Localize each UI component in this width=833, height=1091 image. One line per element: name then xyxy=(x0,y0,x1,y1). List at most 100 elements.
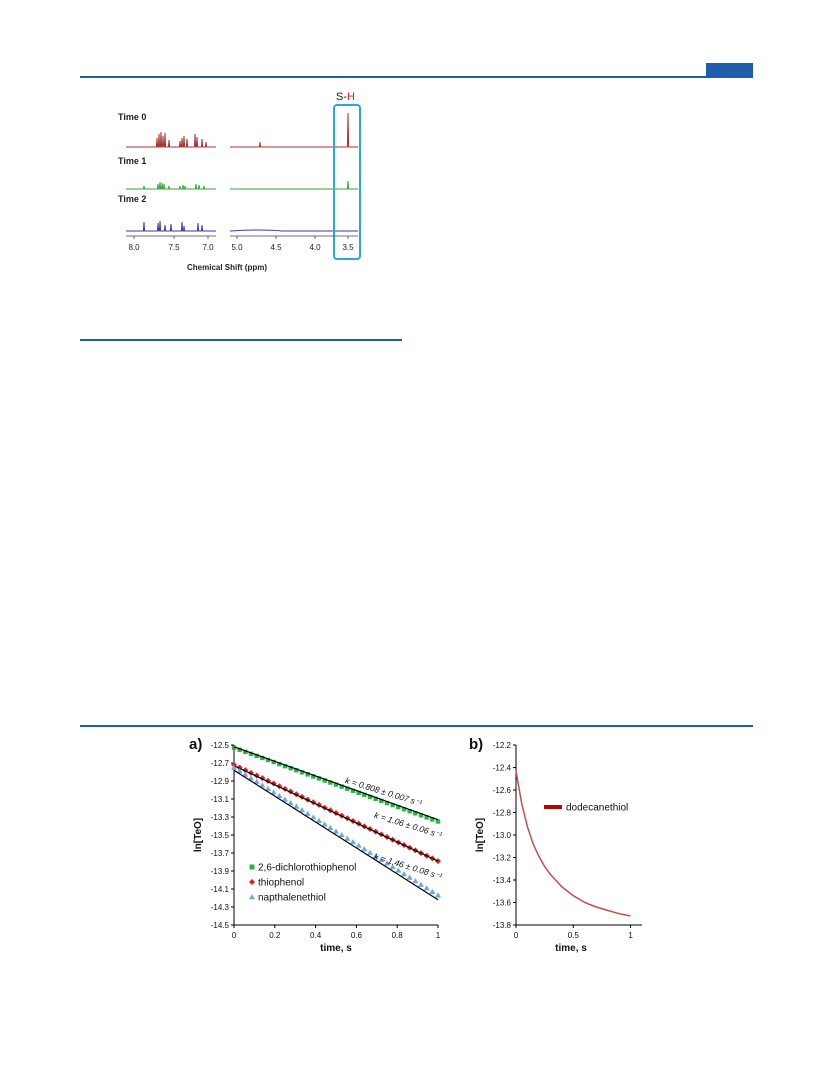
data-point xyxy=(231,745,237,750)
sh-label-h: H xyxy=(347,91,355,103)
data-point xyxy=(390,802,395,808)
nmr-tick-label: 8.0 xyxy=(128,243,140,252)
x-tick-label: 1 xyxy=(436,931,441,940)
y-axis-label: ln[TeO] xyxy=(193,818,204,852)
nmr-aromatic-trace-0 xyxy=(126,131,216,148)
nmr-aliphatic-trace-0 xyxy=(230,112,358,148)
data-point xyxy=(367,794,373,800)
rate-annotation-0: k = 0.808 ± 0.007 s⁻¹ xyxy=(344,775,423,808)
y-tick-label: -14.3 xyxy=(211,903,230,912)
y-tick-label: -12.7 xyxy=(211,759,230,768)
data-point xyxy=(350,788,356,793)
sh-highlight-box xyxy=(333,104,361,260)
data-point xyxy=(401,807,407,812)
data-point xyxy=(372,853,379,859)
nmr-tick-label: 7.5 xyxy=(168,243,180,252)
data-point xyxy=(253,778,260,784)
y-tick-label: -13.6 xyxy=(493,899,512,908)
section-underline xyxy=(80,339,402,341)
data-point xyxy=(339,784,344,789)
data-point xyxy=(299,807,305,813)
data-point xyxy=(271,759,276,765)
y-tick-label: -12.4 xyxy=(493,764,512,773)
nmr-x-axis-label: Chemical Shift (ppm) xyxy=(187,263,267,272)
y-tick-label: -12.5 xyxy=(211,741,230,750)
data-point xyxy=(293,803,300,809)
data-point xyxy=(379,798,384,804)
y-tick-label: -14.5 xyxy=(211,921,230,930)
data-point xyxy=(327,824,334,831)
data-point xyxy=(265,785,271,791)
x-tick-label: 0.6 xyxy=(351,931,363,940)
data-point xyxy=(384,860,390,866)
data-point xyxy=(373,796,378,802)
data-point xyxy=(294,768,299,773)
data-point xyxy=(418,881,424,887)
data-point xyxy=(277,761,282,767)
nmr-aromatic-trace-2 xyxy=(126,220,216,232)
data-point xyxy=(362,792,367,798)
legend-marker xyxy=(249,879,255,885)
nmr-aliphatic-trace-2 xyxy=(229,229,358,232)
legend-marker xyxy=(249,864,255,870)
data-point xyxy=(248,769,254,776)
panel-label-a: a) xyxy=(189,736,202,753)
dodecanethiol-line xyxy=(515,770,631,917)
y-tick-label: -12.2 xyxy=(493,741,512,750)
data-point xyxy=(254,753,259,759)
data-point xyxy=(396,804,401,810)
y-tick-label: -13.2 xyxy=(493,854,512,863)
data-point xyxy=(310,814,317,820)
x-tick-label: 0.8 xyxy=(392,931,404,940)
legend-marker xyxy=(249,894,255,900)
data-point xyxy=(395,867,402,873)
x-tick-label: 0.2 xyxy=(269,931,281,940)
nmr-aliphatic-trace-1 xyxy=(230,180,358,190)
header-tab xyxy=(706,63,753,77)
data-point xyxy=(389,863,396,870)
data-point xyxy=(311,774,316,779)
sh-label: S-H xyxy=(336,91,355,103)
x-tick-label: 0 xyxy=(232,931,237,940)
data-point xyxy=(237,747,242,752)
legend-label: napthalenethiol xyxy=(258,893,326,904)
data-point xyxy=(276,783,283,790)
data-point xyxy=(282,763,288,769)
data-point xyxy=(355,842,362,848)
chart-a: a) -12.5 -12.7 -12.9 -13.1 -13.3 -13.5 -13.7 -13… xyxy=(189,736,444,954)
data-point xyxy=(384,800,390,806)
y-tick-label: -13.0 xyxy=(493,831,512,840)
data-point xyxy=(231,764,237,770)
data-point xyxy=(270,789,277,795)
data-point xyxy=(406,874,413,880)
chart-b: b) -12.2 -12.4 -12.6 -12.8 -13.0 -13.2 -13.4 -13… xyxy=(469,736,642,954)
data-point xyxy=(322,778,327,783)
header-rule xyxy=(80,76,753,78)
y-tick-label: -13.9 xyxy=(211,867,230,876)
data-point xyxy=(248,751,254,757)
nmr-tick-label: 7.0 xyxy=(202,243,214,252)
data-point xyxy=(435,819,441,824)
time-label-0: Time 0 xyxy=(118,112,146,122)
fit-line-1 xyxy=(233,765,439,862)
data-point xyxy=(260,755,265,761)
series-2 xyxy=(231,764,441,898)
data-point xyxy=(424,815,429,820)
time-label-2: Time 2 xyxy=(118,194,146,204)
x-tick-label: 1 xyxy=(628,931,633,940)
data-point xyxy=(287,800,294,806)
x-tick-label: 0.5 xyxy=(568,931,580,940)
y-tick-label: -13.7 xyxy=(211,849,230,858)
data-point xyxy=(304,810,311,816)
data-point xyxy=(367,849,373,855)
data-point xyxy=(316,776,322,781)
data-point xyxy=(316,817,322,823)
panel-label-b: b) xyxy=(469,736,483,753)
nmr-tick-label: 5.0 xyxy=(231,243,243,252)
legend-label: 2,6-dichlorothiophenol xyxy=(258,863,356,874)
x-axis-label: time, s xyxy=(320,943,352,954)
y-axis-label: ln[TeO] xyxy=(475,818,486,852)
data-point xyxy=(242,771,249,777)
y-tick-label: -12.9 xyxy=(211,777,230,786)
data-point xyxy=(418,813,424,818)
